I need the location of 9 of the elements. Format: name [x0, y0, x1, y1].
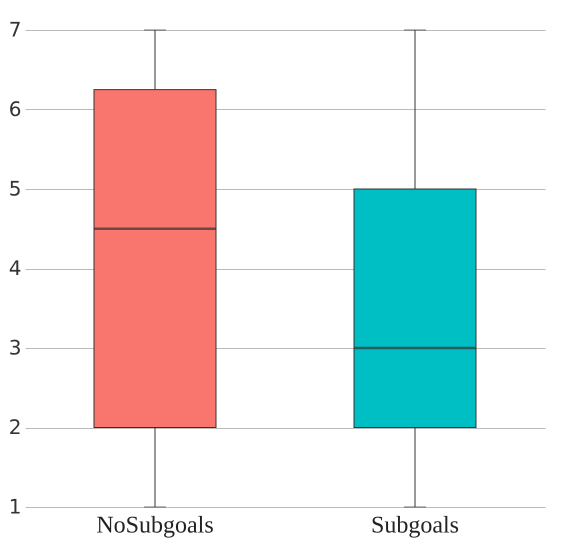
y-tick-label: 2: [8, 415, 22, 439]
x-tick-label: Subgoals: [370, 512, 460, 538]
y-tick-label: 5: [8, 176, 22, 200]
y-tick-label: 3: [8, 336, 22, 360]
y-tick-label: 4: [8, 256, 22, 280]
y-tick-label: 7: [8, 18, 22, 42]
x-tick-label: NoSubgoals: [96, 512, 214, 538]
y-tick-label: 1: [8, 494, 22, 518]
y-tick-label: 6: [8, 97, 22, 121]
